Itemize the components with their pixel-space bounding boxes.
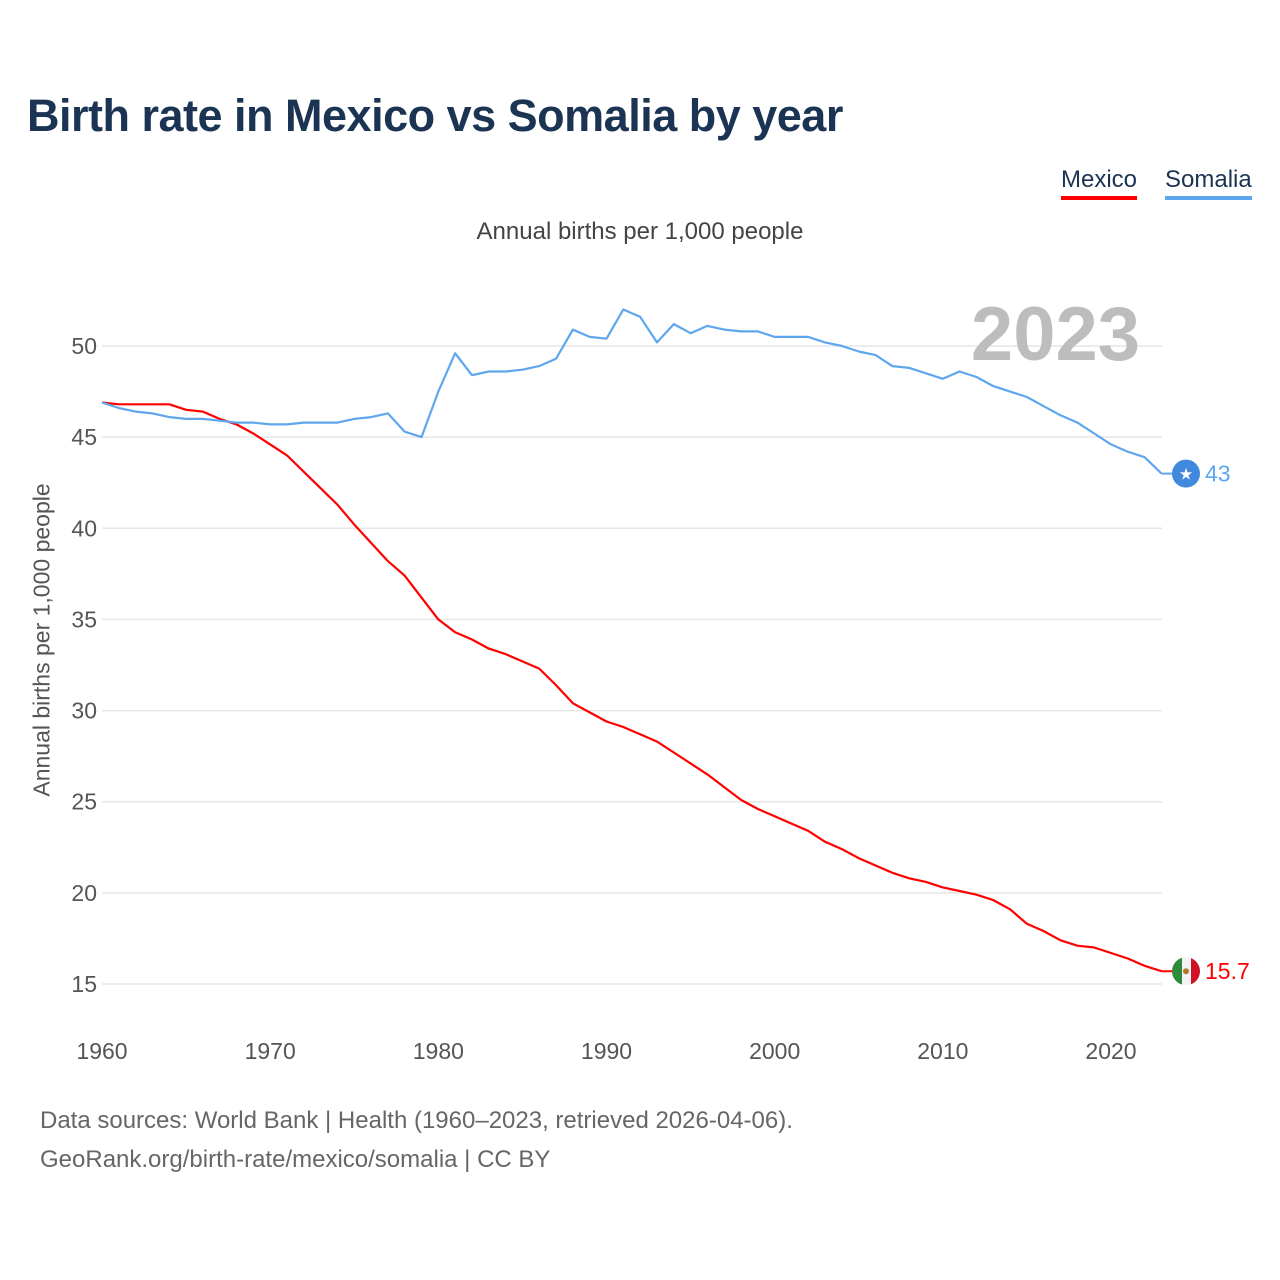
x-tick-label: 1970: [245, 1038, 296, 1064]
end-value-label-mexico: 15.7: [1205, 958, 1250, 984]
end-value-label-somalia: 43: [1205, 461, 1231, 487]
source-line-1: Data sources: World Bank | Health (1960–…: [40, 1107, 793, 1134]
x-tick-label: 1960: [76, 1038, 127, 1064]
y-tick-label: 50: [71, 333, 97, 359]
chart-subtitle: Annual births per 1,000 people: [476, 218, 804, 245]
legend-item-mexico[interactable]: Mexico: [1061, 166, 1138, 200]
x-tick-label: 2000: [749, 1038, 800, 1064]
series-line-mexico: [101, 401, 1162, 973]
x-tick-label: 2020: [1085, 1038, 1136, 1064]
flag-emblem: [1183, 968, 1189, 975]
mexico-flag-icon: [1172, 957, 1200, 986]
year-badge: 2023: [971, 292, 1140, 377]
legend-item-somalia[interactable]: Somalia: [1165, 166, 1252, 200]
x-tick-label: 1980: [413, 1038, 464, 1064]
source-line-2: GeoRank.org/birth-rate/mexico/somalia | …: [40, 1146, 551, 1173]
flag-red: [1191, 957, 1200, 986]
y-tick-label: 20: [71, 880, 97, 906]
y-tick-label: 45: [71, 424, 97, 450]
flag-green: [1172, 957, 1182, 986]
y-tick-label: 30: [71, 698, 97, 724]
x-tick-label: 2010: [917, 1038, 968, 1064]
x-tick-label: 1990: [581, 1038, 632, 1064]
y-tick-label: 40: [71, 515, 97, 541]
chart-title: Birth rate in Mexico vs Somalia by year: [27, 90, 843, 141]
y-tick-label: 35: [71, 606, 97, 632]
series-line-somalia: [101, 308, 1163, 475]
y-tick-label: 15: [71, 971, 97, 997]
somalia-flag-icon: [1172, 459, 1200, 488]
star-icon: ★: [1179, 467, 1193, 484]
y-tick-label: 25: [71, 789, 97, 815]
